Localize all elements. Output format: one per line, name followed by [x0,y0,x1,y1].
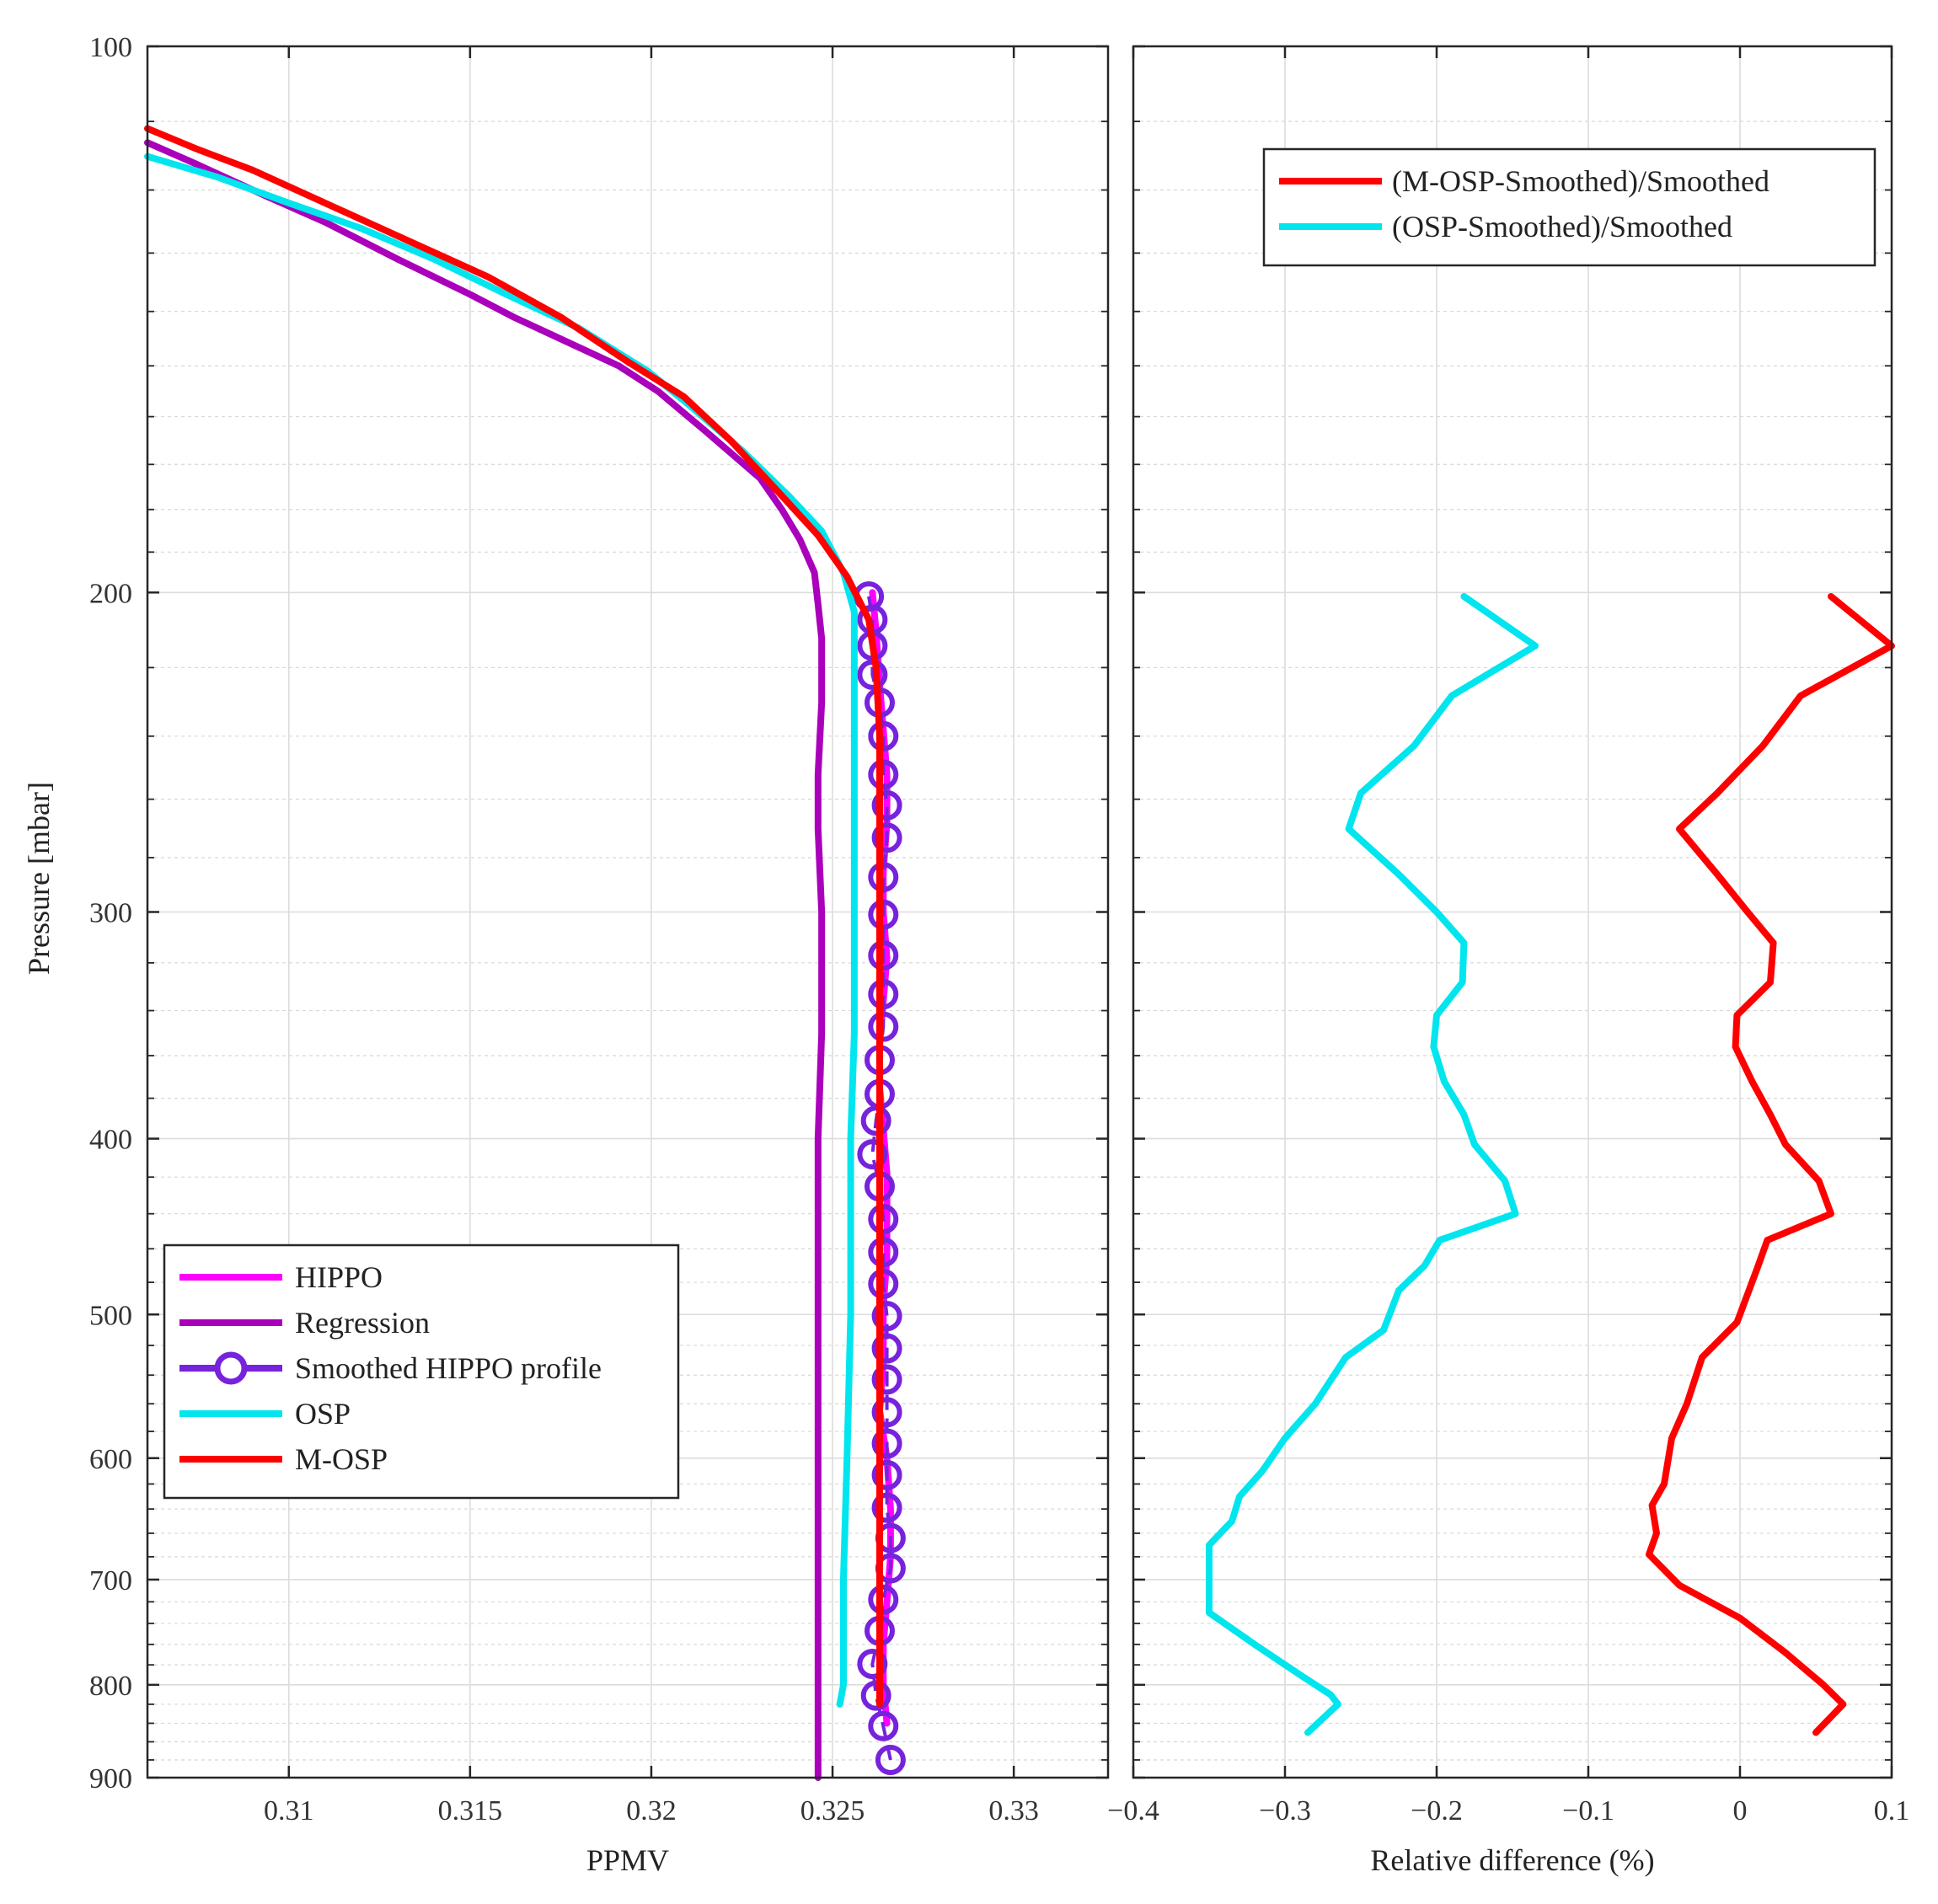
point-smoothed-hippo-profile [868,1011,899,1042]
point-smoothed-hippo-profile [871,1428,902,1459]
point-smoothed-hippo-profile [868,940,899,971]
point-smoothed-hippo-profile [871,1333,902,1364]
left-panel-profiles: 0.31 0.315 0.32 0.325 0.33 100 200 300 400 500 600… [22,32,1110,1877]
legend-right: (M-OSP-Smoothed)/Smoothed (OSP-Smoothed)/… [1262,147,1876,267]
x-tick-label: 0.33 [988,1795,1039,1826]
y-tick-label: 100 [89,32,132,63]
point-smoothed-hippo-profile [868,1584,899,1615]
point-smoothed-hippo-profile [875,1744,906,1775]
legend-label-m-osp-smoothed-smoothed: (M-OSP-Smoothed)/Smoothed [1392,164,1769,198]
y-tick-label: 800 [89,1671,132,1702]
point-smoothed-hippo-profile [871,1459,902,1490]
x-axis-title-right: Relative difference (%) [1370,1843,1654,1877]
y-axis-title: Pressure [mbar] [22,782,56,975]
legend-label-m-osp: M-OSP [295,1442,388,1476]
series-line-m-osp [144,125,883,1708]
y-tick-label: 600 [89,1444,132,1475]
legend-box [1262,147,1876,267]
x-tick-label: 0 [1733,1795,1748,1826]
point-smoothed-hippo-profile [860,1680,891,1711]
series-line-osp-smoothed-smoothed [1206,592,1539,1736]
point-smoothed-hippo-profile [871,1397,902,1428]
x-tick-label: −0.1 [1562,1795,1614,1826]
point-smoothed-hippo-profile [871,1301,902,1332]
y-tick-label: 700 [89,1565,132,1596]
point-smoothed-hippo-profile [868,862,899,893]
point-smoothed-hippo-profile [871,1492,902,1523]
y-tick-label: 500 [89,1300,132,1331]
x-tick-label: −0.4 [1107,1795,1159,1826]
series-line-regression [144,139,826,1781]
x-tick-label: 0.31 [264,1795,314,1826]
x-axis-title-left: PPMV [586,1843,669,1877]
x-tick-label: −0.3 [1259,1795,1311,1826]
point-smoothed-hippo-profile [871,789,902,821]
x-tick-label: 0.32 [626,1795,677,1826]
point-smoothed-hippo-profile [868,1237,899,1268]
x-tick-label: 0.1 [1874,1795,1910,1826]
x-tick-label: −0.2 [1411,1795,1463,1826]
point-smoothed-hippo-profile [857,1139,888,1170]
legend-label-regression: Regression [295,1306,430,1340]
series-line-m-osp-smoothed-smoothed [1646,592,1895,1736]
y-tick-label: 300 [89,898,132,929]
point-smoothed-hippo-profile [868,1710,899,1741]
point-smoothed-hippo-profile [868,979,899,1010]
point-smoothed-hippo-profile [868,899,899,930]
legend-label-smoothed-hippo-profile: Smoothed HIPPO profile [295,1351,602,1385]
legend-label-osp-smoothed-smoothed: (OSP-Smoothed)/Smoothed [1392,210,1732,243]
x-tick-label: 0.325 [800,1795,865,1826]
point-smoothed-hippo-profile [871,822,902,853]
y-tick-label: 400 [89,1125,132,1156]
point-smoothed-hippo-profile [871,1364,902,1395]
point-smoothed-hippo-profile [860,1105,891,1137]
y-tick-label: 900 [89,1763,132,1794]
y-tick-label: 200 [89,578,132,609]
legend-marker-smoothed-hippo-profile [214,1351,248,1385]
point-smoothed-hippo-profile [868,1269,899,1300]
legend-label-hippo: HIPPO [295,1260,383,1294]
point-smoothed-hippo-profile [868,759,899,790]
right-panel-relative-difference: −0.4 −0.3 −0.2 −0.1 0 0.1 Relative difference … [1107,45,1910,1877]
point-smoothed-hippo-profile [857,1648,888,1679]
legend-left: HIPPO Regression Smoothed HIPPO profile OSP… [163,1243,680,1500]
x-tick-label: 0.315 [438,1795,503,1826]
series-group-left [144,125,906,1781]
point-smoothed-hippo-profile [868,720,899,751]
point-smoothed-hippo-profile [868,1204,899,1235]
series-group-right [1206,592,1895,1736]
legend-label-osp: OSP [295,1397,351,1431]
